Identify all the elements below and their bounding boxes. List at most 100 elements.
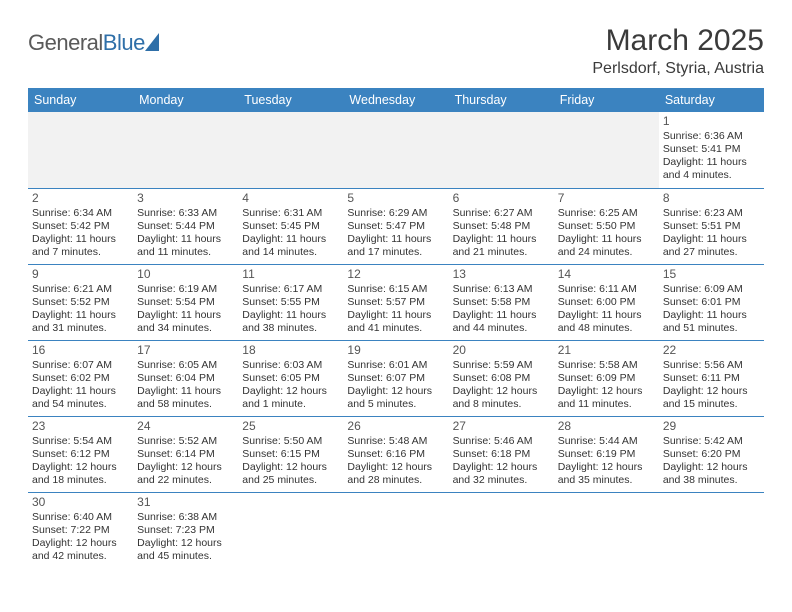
sail-icon xyxy=(145,33,159,51)
daylight-text: Daylight: 12 hours and 38 minutes. xyxy=(663,461,760,487)
day-cell: 24Sunrise: 5:52 AMSunset: 6:14 PMDayligh… xyxy=(133,416,238,492)
day-cell: 31Sunrise: 6:38 AMSunset: 7:23 PMDayligh… xyxy=(133,492,238,568)
day-cell: 12Sunrise: 6:15 AMSunset: 5:57 PMDayligh… xyxy=(343,264,448,340)
day-cell: 28Sunrise: 5:44 AMSunset: 6:19 PMDayligh… xyxy=(554,416,659,492)
daylight-text: Daylight: 11 hours and 58 minutes. xyxy=(137,385,234,411)
day-number: 17 xyxy=(137,343,234,358)
day-cell: 26Sunrise: 5:48 AMSunset: 6:16 PMDayligh… xyxy=(343,416,448,492)
daylight-text: Daylight: 12 hours and 8 minutes. xyxy=(453,385,550,411)
col-friday: Friday xyxy=(554,88,659,112)
day-number: 27 xyxy=(453,419,550,434)
day-number: 25 xyxy=(242,419,339,434)
day-cell: 6Sunrise: 6:27 AMSunset: 5:48 PMDaylight… xyxy=(449,188,554,264)
daylight-text: Daylight: 11 hours and 34 minutes. xyxy=(137,309,234,335)
sunrise-text: Sunrise: 5:48 AM xyxy=(347,435,444,448)
day-cell: 15Sunrise: 6:09 AMSunset: 6:01 PMDayligh… xyxy=(659,264,764,340)
day-cell: 17Sunrise: 6:05 AMSunset: 6:04 PMDayligh… xyxy=(133,340,238,416)
sunrise-text: Sunrise: 6:36 AM xyxy=(663,130,760,143)
sunrise-text: Sunrise: 6:01 AM xyxy=(347,359,444,372)
day-number: 22 xyxy=(663,343,760,358)
day-number: 5 xyxy=(347,191,444,206)
day-number: 29 xyxy=(663,419,760,434)
daylight-text: Daylight: 12 hours and 15 minutes. xyxy=(663,385,760,411)
daylight-text: Daylight: 11 hours and 7 minutes. xyxy=(32,233,129,259)
sunset-text: Sunset: 5:55 PM xyxy=(242,296,339,309)
sunrise-text: Sunrise: 6:31 AM xyxy=(242,207,339,220)
day-cell: 2Sunrise: 6:34 AMSunset: 5:42 PMDaylight… xyxy=(28,188,133,264)
day-number: 13 xyxy=(453,267,550,282)
sunset-text: Sunset: 5:45 PM xyxy=(242,220,339,233)
empty-cell xyxy=(238,492,343,568)
sunset-text: Sunset: 7:23 PM xyxy=(137,524,234,537)
daylight-text: Daylight: 12 hours and 5 minutes. xyxy=(347,385,444,411)
daylight-text: Daylight: 11 hours and 38 minutes. xyxy=(242,309,339,335)
sunset-text: Sunset: 6:09 PM xyxy=(558,372,655,385)
daylight-text: Daylight: 12 hours and 32 minutes. xyxy=(453,461,550,487)
sunset-text: Sunset: 6:15 PM xyxy=(242,448,339,461)
day-cell: 18Sunrise: 6:03 AMSunset: 6:05 PMDayligh… xyxy=(238,340,343,416)
logo: GeneralBlue xyxy=(28,30,159,56)
sunset-text: Sunset: 6:12 PM xyxy=(32,448,129,461)
daylight-text: Daylight: 12 hours and 22 minutes. xyxy=(137,461,234,487)
sunset-text: Sunset: 6:19 PM xyxy=(558,448,655,461)
daylight-text: Daylight: 12 hours and 45 minutes. xyxy=(137,537,234,563)
empty-cell xyxy=(238,112,343,188)
empty-cell xyxy=(554,492,659,568)
sunrise-text: Sunrise: 6:33 AM xyxy=(137,207,234,220)
col-sunday: Sunday xyxy=(28,88,133,112)
sunrise-text: Sunrise: 6:27 AM xyxy=(453,207,550,220)
empty-cell xyxy=(449,492,554,568)
day-cell: 20Sunrise: 5:59 AMSunset: 6:08 PMDayligh… xyxy=(449,340,554,416)
daylight-text: Daylight: 11 hours and 17 minutes. xyxy=(347,233,444,259)
daylight-text: Daylight: 12 hours and 42 minutes. xyxy=(32,537,129,563)
day-number: 12 xyxy=(347,267,444,282)
daylight-text: Daylight: 11 hours and 54 minutes. xyxy=(32,385,129,411)
day-number: 3 xyxy=(137,191,234,206)
daylight-text: Daylight: 12 hours and 11 minutes. xyxy=(558,385,655,411)
sunset-text: Sunset: 5:50 PM xyxy=(558,220,655,233)
daylight-text: Daylight: 12 hours and 28 minutes. xyxy=(347,461,444,487)
daylight-text: Daylight: 12 hours and 35 minutes. xyxy=(558,461,655,487)
week-row: 23Sunrise: 5:54 AMSunset: 6:12 PM Dayligh… xyxy=(28,416,764,492)
sunrise-text: Sunrise: 6:29 AM xyxy=(347,207,444,220)
sunset-text: Sunset: 6:20 PM xyxy=(663,448,760,461)
sunrise-text: Sunrise: 5:59 AM xyxy=(453,359,550,372)
daylight-text: Daylight: 11 hours and 44 minutes. xyxy=(453,309,550,335)
daylight-text: Daylight: 11 hours and 31 minutes. xyxy=(32,309,129,335)
sunrise-text: Sunrise: 6:21 AM xyxy=(32,283,129,296)
daylight-text: Daylight: 11 hours and 27 minutes. xyxy=(663,233,760,259)
sunrise-text: Sunrise: 6:13 AM xyxy=(453,283,550,296)
day-number: 15 xyxy=(663,267,760,282)
logo-word-1: General xyxy=(28,30,103,55)
day-number: 9 xyxy=(32,267,129,282)
sunrise-text: Sunrise: 5:54 AM xyxy=(32,435,129,448)
day-cell: 29Sunrise: 5:42 AMSunset: 6:20 PMDayligh… xyxy=(659,416,764,492)
sunset-text: Sunset: 5:42 PM xyxy=(32,220,129,233)
sunset-text: Sunset: 6:00 PM xyxy=(558,296,655,309)
sunset-text: Sunset: 5:54 PM xyxy=(137,296,234,309)
daylight-text: Daylight: 11 hours and 24 minutes. xyxy=(558,233,655,259)
weekday-header-row: Sunday Monday Tuesday Wednesday Thursday… xyxy=(28,88,764,112)
sunset-text: Sunset: 6:05 PM xyxy=(242,372,339,385)
daylight-text: Daylight: 11 hours and 51 minutes. xyxy=(663,309,760,335)
day-cell: 4Sunrise: 6:31 AMSunset: 5:45 PMDaylight… xyxy=(238,188,343,264)
calendar-table: Sunday Monday Tuesday Wednesday Thursday… xyxy=(28,88,764,568)
week-row: 1Sunrise: 6:36 AMSunset: 5:41 PMDaylight… xyxy=(28,112,764,188)
sunset-text: Sunset: 5:58 PM xyxy=(453,296,550,309)
empty-cell xyxy=(133,112,238,188)
daylight-text: Daylight: 12 hours and 1 minute. xyxy=(242,385,339,411)
day-number: 23 xyxy=(32,419,129,434)
header: GeneralBlue March 2025 Perlsdorf, Styria… xyxy=(28,24,764,78)
day-number: 31 xyxy=(137,495,234,510)
sunrise-text: Sunrise: 5:42 AM xyxy=(663,435,760,448)
sunrise-text: Sunrise: 6:07 AM xyxy=(32,359,129,372)
empty-cell xyxy=(554,112,659,188)
day-number: 4 xyxy=(242,191,339,206)
daylight-text: Daylight: 11 hours and 21 minutes. xyxy=(453,233,550,259)
daylight-text: Daylight: 11 hours and 11 minutes. xyxy=(137,233,234,259)
day-cell: 16Sunrise: 6:07 AMSunset: 6:02 PMDayligh… xyxy=(28,340,133,416)
col-saturday: Saturday xyxy=(659,88,764,112)
day-number: 6 xyxy=(453,191,550,206)
sunset-text: Sunset: 5:41 PM xyxy=(663,143,760,156)
month-title: March 2025 xyxy=(592,24,764,58)
